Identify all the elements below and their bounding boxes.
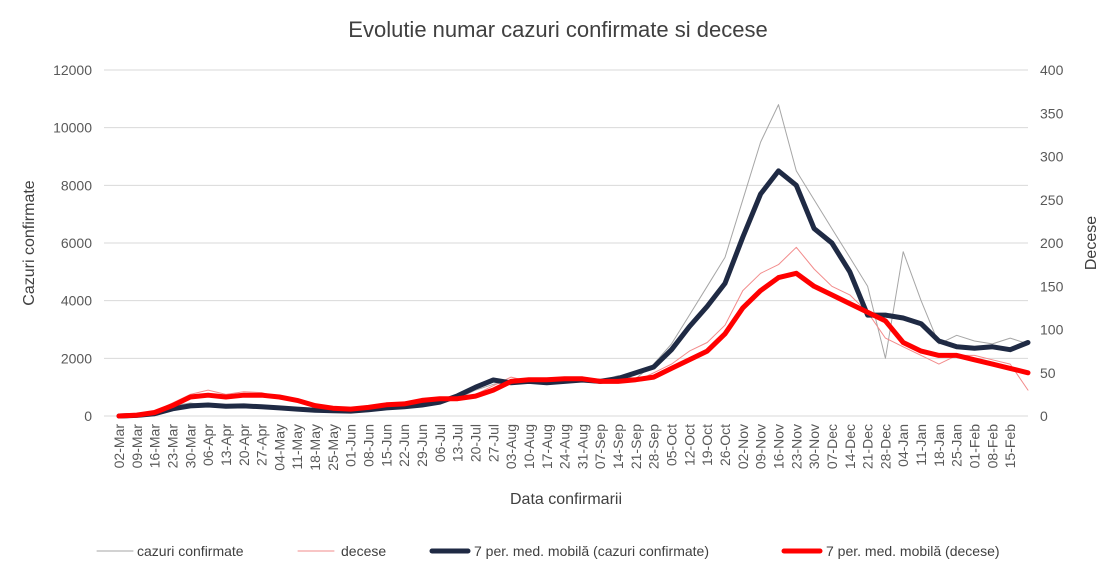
x-tick-label: 25-May xyxy=(325,424,341,471)
series-line-1 xyxy=(118,104,1029,417)
x-tick-label: 06-Apr xyxy=(200,424,216,466)
right-tick-label: 0 xyxy=(1040,408,1048,424)
right-tick-label: 50 xyxy=(1040,365,1056,381)
x-tick-label: 02-Nov xyxy=(735,424,751,469)
x-tick-label: 10-Aug xyxy=(521,424,537,469)
x-tick-label: 20-Jul xyxy=(467,424,483,462)
x-tick-label: 18-Jan xyxy=(931,424,947,467)
x-tick-label: 21-Sep xyxy=(628,424,644,469)
grid xyxy=(104,69,1028,417)
legend-label: 7 per. med. mobilă (decese) xyxy=(826,543,1000,559)
x-tick-label: 14-Sep xyxy=(610,424,626,469)
right-tick-label: 300 xyxy=(1040,149,1064,165)
x-tick-label: 17-Aug xyxy=(539,424,555,469)
x-tick-label: 01-Jun xyxy=(343,424,359,467)
x-tick-label: 06-Jul xyxy=(432,424,448,462)
right-tick-label: 250 xyxy=(1040,192,1064,208)
x-tick-label: 04-Jan xyxy=(895,424,911,467)
x-axis-ticks: 02-Mar 09-Mar 16-Mar 23-Mar 30-Mar 06-Apr 13-A… xyxy=(111,424,1018,471)
x-tick-label: 02-Mar xyxy=(111,424,127,469)
x-tick-label: 05-Oct xyxy=(664,424,680,466)
x-tick-label: 14-Dec xyxy=(842,424,858,469)
left-axis-ticks: 0 2000 4000 6000 8000 10000 12000 xyxy=(53,62,92,424)
x-tick-label: 26-Oct xyxy=(717,424,733,466)
right-tick-label: 350 xyxy=(1040,105,1064,121)
legend-label: cazuri confirmate xyxy=(137,543,244,559)
right-tick-label: 100 xyxy=(1040,322,1064,338)
legend-label: 7 per. med. mobilă (cazuri confirmate) xyxy=(474,543,709,559)
x-tick-label: 28-Sep xyxy=(646,424,662,469)
x-tick-label: 27-Apr xyxy=(254,424,270,466)
x-tick-label: 09-Nov xyxy=(753,424,769,469)
x-tick-label: 23-Nov xyxy=(788,424,804,469)
x-tick-label: 16-Nov xyxy=(770,424,786,469)
x-tick-label: 09-Mar xyxy=(129,424,145,469)
x-tick-label: 16-Mar xyxy=(147,424,163,469)
right-tick-label: 150 xyxy=(1040,278,1064,294)
x-tick-label: 08-Feb xyxy=(984,424,1000,469)
left-tick-label: 8000 xyxy=(61,177,92,193)
left-tick-label: 4000 xyxy=(61,293,92,309)
left-tick-label: 12000 xyxy=(53,62,92,78)
x-tick-label: 07-Sep xyxy=(592,424,608,469)
x-tick-label: 30-Mar xyxy=(182,424,198,469)
x-tick-label: 28-Dec xyxy=(877,424,893,469)
x-tick-label: 13-Jul xyxy=(450,424,466,462)
left-tick-label: 10000 xyxy=(53,120,92,136)
x-tick-label: 22-Jun xyxy=(396,424,412,467)
x-tick-label: 04-May xyxy=(271,424,287,471)
series-line-4 xyxy=(116,270,1031,419)
x-tick-label: 15-Feb xyxy=(1002,424,1018,469)
right-tick-label: 400 xyxy=(1040,62,1064,78)
legend-label: decese xyxy=(341,543,386,559)
left-axis-label: Cazuri confirmate xyxy=(21,180,38,305)
x-tick-label: 24-Aug xyxy=(557,424,573,469)
left-tick-label: 2000 xyxy=(61,350,92,366)
x-tick-label: 13-Apr xyxy=(218,424,234,466)
x-tick-label: 27-Jul xyxy=(485,424,501,462)
left-tick-label: 0 xyxy=(84,408,92,424)
x-tick-label: 01-Feb xyxy=(967,424,983,469)
x-tick-label: 11-May xyxy=(289,424,305,470)
legend: cazuri confirmate decese 7 per. med. mobil… xyxy=(96,543,1000,559)
x-tick-label: 21-Dec xyxy=(860,424,876,469)
x-tick-label: 11-Jan xyxy=(913,424,929,466)
left-tick-label: 6000 xyxy=(61,235,92,251)
x-tick-label: 31-Aug xyxy=(574,424,590,469)
x-tick-label: 03-Aug xyxy=(503,424,519,469)
x-axis-label: Data confirmarii xyxy=(510,491,622,508)
x-tick-label: 20-Apr xyxy=(236,424,252,466)
x-tick-label: 07-Dec xyxy=(824,424,840,469)
x-tick-label: 25-Jan xyxy=(949,424,965,467)
x-tick-label: 12-Oct xyxy=(681,424,697,466)
chart-title: Evolutie numar cazuri confirmate si dece… xyxy=(348,17,767,42)
x-tick-label: 23-Mar xyxy=(164,424,180,469)
right-tick-label: 200 xyxy=(1040,235,1064,251)
right-axis-ticks: 0 50 100 150 200 250 300 350 400 xyxy=(1040,62,1064,424)
x-tick-label: 19-Oct xyxy=(699,424,715,466)
series xyxy=(116,104,1031,419)
x-tick-label: 30-Nov xyxy=(806,424,822,469)
x-tick-label: 18-May xyxy=(307,424,323,471)
right-axis-label: Decese xyxy=(1083,216,1100,270)
x-tick-label: 08-Jun xyxy=(361,424,377,467)
x-tick-label: 15-Jun xyxy=(378,424,394,467)
x-tick-label: 29-Jun xyxy=(414,424,430,467)
